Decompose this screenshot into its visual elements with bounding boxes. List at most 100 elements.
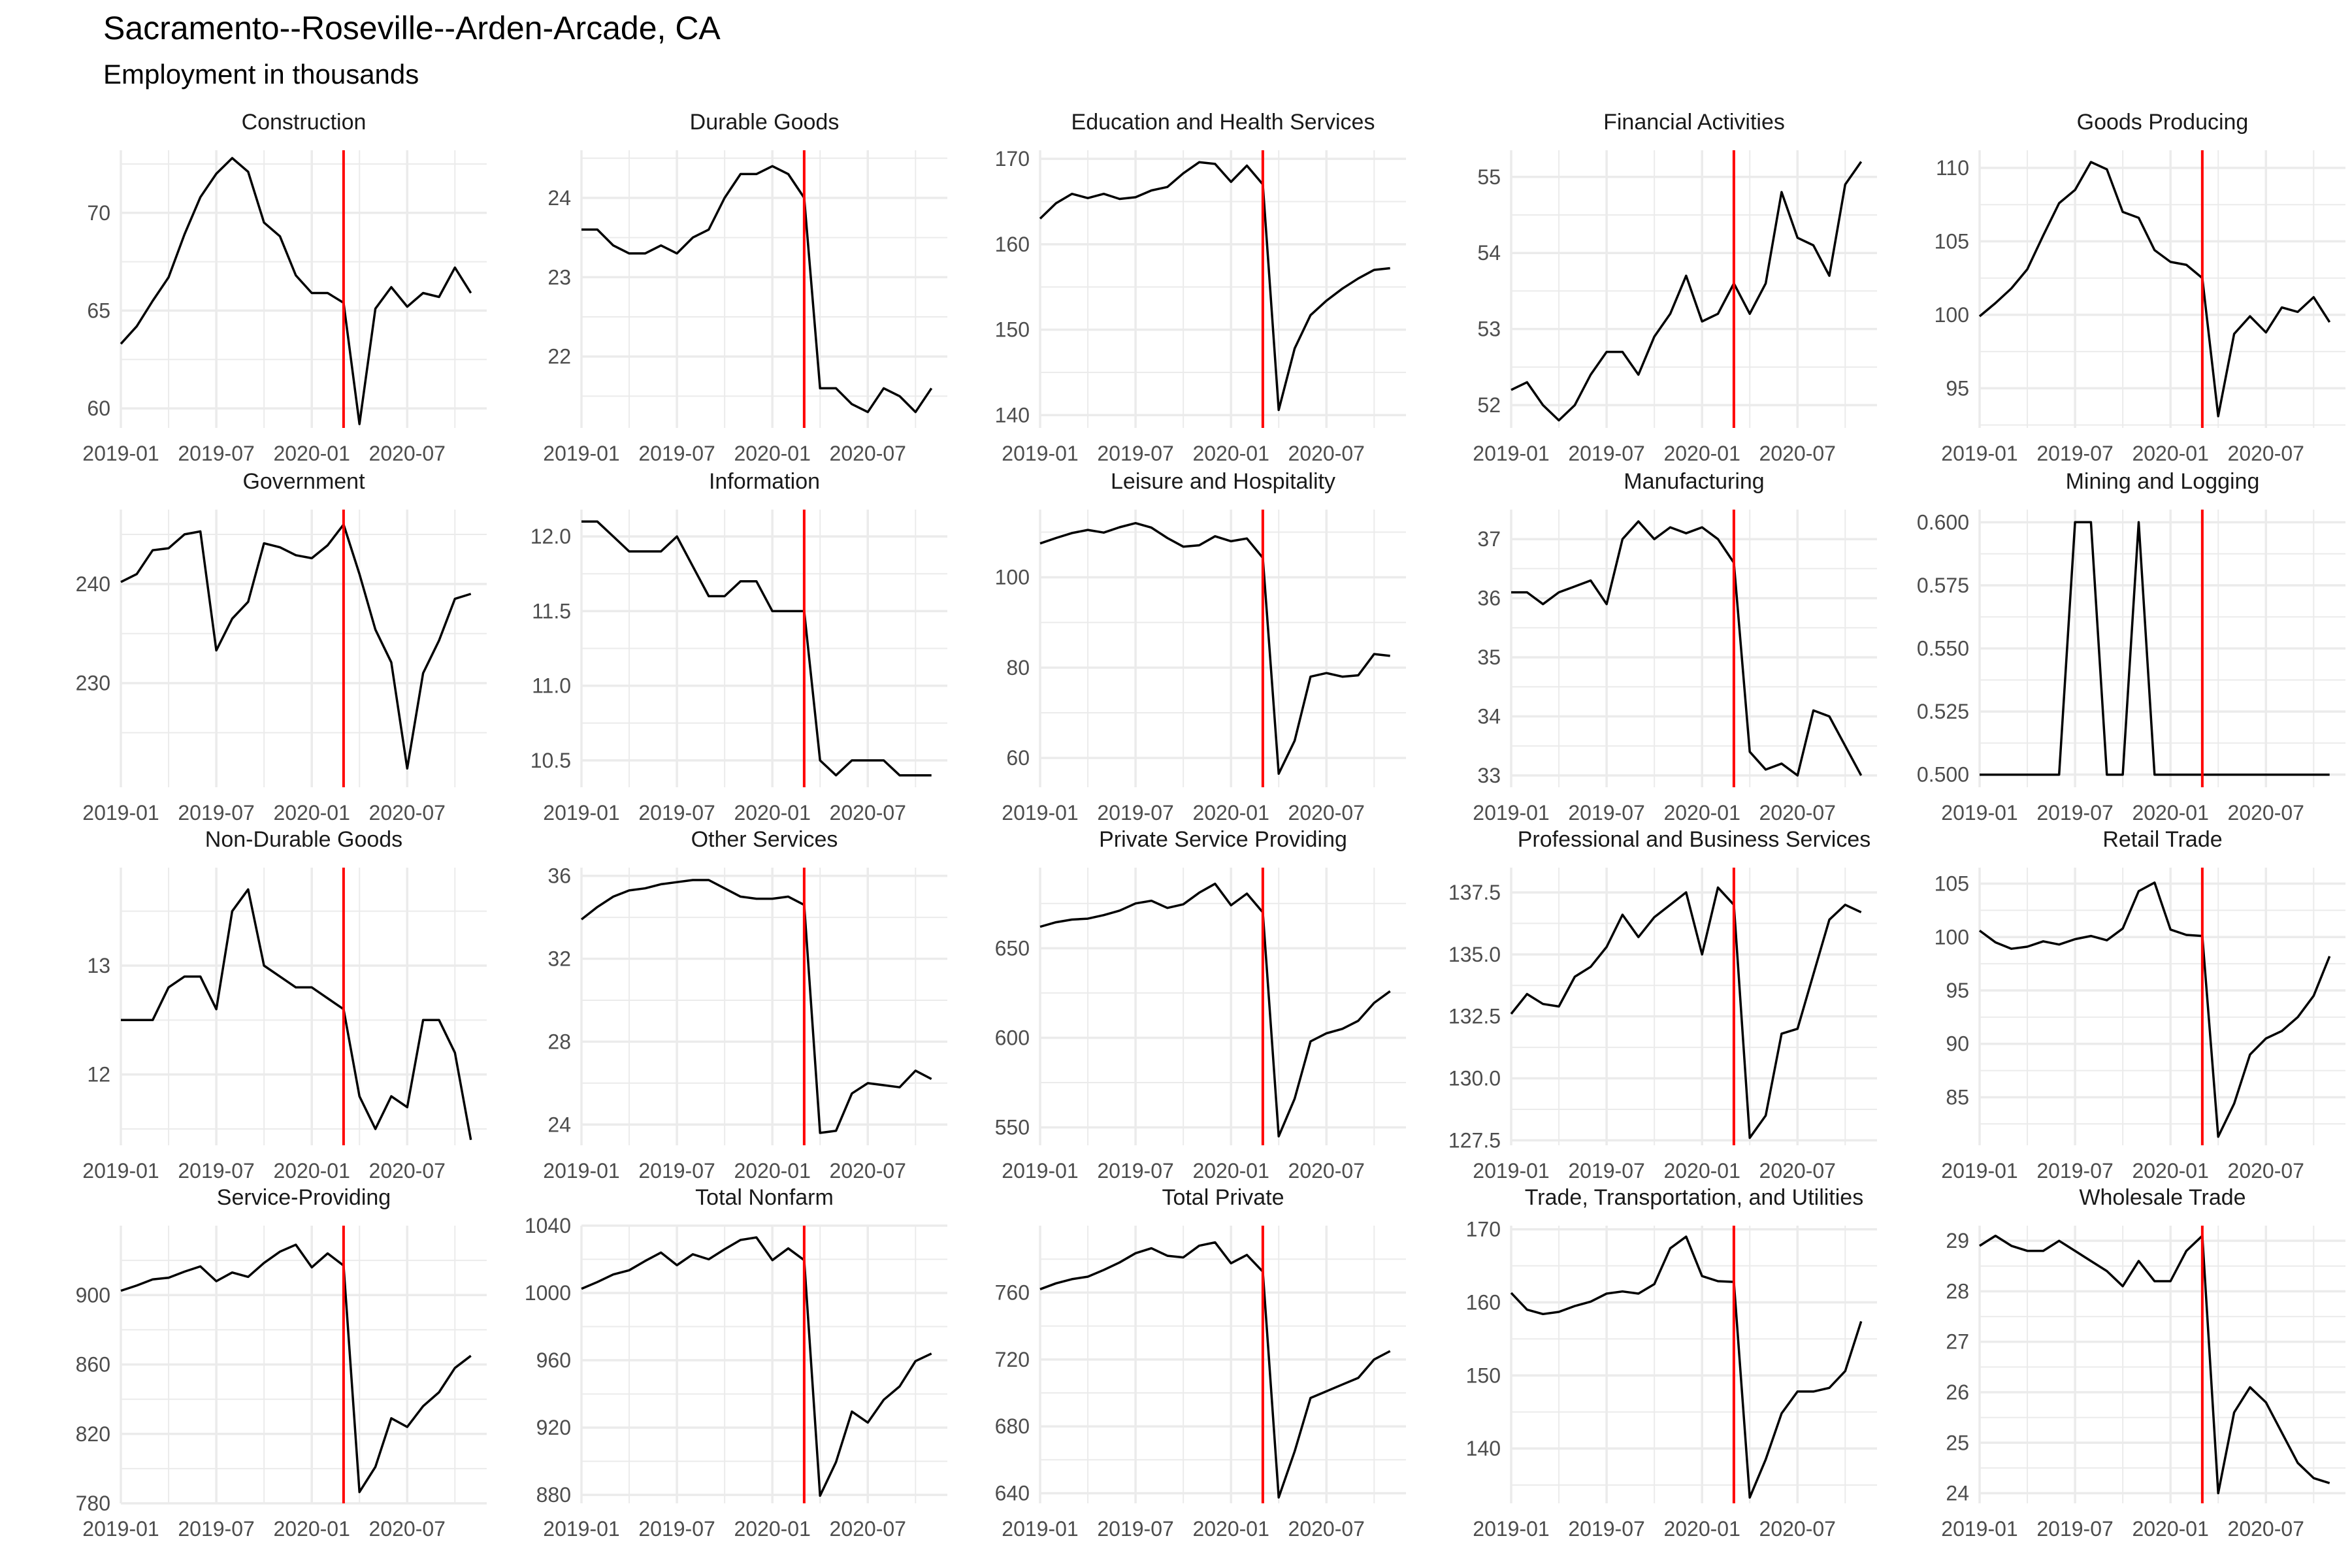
x-tick-label: 2020-07 xyxy=(1759,1517,1836,1541)
x-tick-label: 2019-01 xyxy=(1941,1159,2017,1183)
x-tick-label: 2020-01 xyxy=(273,801,350,825)
x-tick-label: 2020-07 xyxy=(1288,801,1365,825)
y-tick-label: 680 xyxy=(995,1414,1030,1438)
y-tick-label: 35 xyxy=(1477,645,1501,669)
y-tick-label: 640 xyxy=(995,1482,1030,1505)
x-tick-label: 2020-07 xyxy=(2228,1517,2304,1541)
x-tick-label: 2019-07 xyxy=(1097,801,1173,825)
y-tick-label: 36 xyxy=(547,864,571,888)
y-tick-label: 110 xyxy=(1936,156,1969,180)
x-tick-label: 2019-01 xyxy=(543,801,619,825)
panel-title: Other Services xyxy=(691,827,838,852)
panel: 2019-01 2019-07 2020-01 2020-07 85 90 95 100 105… xyxy=(1935,827,2345,1183)
x-tick-label: 2020-07 xyxy=(2228,801,2304,825)
x-tick-label: 2019-07 xyxy=(1568,1159,1644,1183)
y-tick-label: 33 xyxy=(1477,764,1501,787)
y-tick-label: 10.5 xyxy=(531,749,571,772)
y-tick-label: 0.600 xyxy=(1917,510,1969,534)
y-tick-label: 137.5 xyxy=(1448,881,1501,904)
chart-title: Sacramento--Roseville--Arden-Arcade, CA xyxy=(103,10,721,46)
y-tick-label: 90 xyxy=(1946,1032,1969,1056)
y-tick-label: 53 xyxy=(1477,318,1501,341)
y-tick-label: 28 xyxy=(547,1030,571,1053)
y-tick-label: 60 xyxy=(1006,746,1030,770)
series-line xyxy=(1039,161,1390,412)
y-tick-label: 85 xyxy=(1946,1085,1969,1109)
x-tick-label: 2020-01 xyxy=(734,801,810,825)
y-tick-label: 550 xyxy=(995,1116,1030,1139)
panel-title: Retail Trade xyxy=(2102,827,2222,852)
panel-title: Trade, Transportation, and Utilities xyxy=(1525,1185,1863,1210)
series-line xyxy=(1978,881,2331,1138)
panel: 2019-01 2019-07 2020-01 2020-07 60 65 70 Constr… xyxy=(82,110,487,465)
x-tick-label: 2020-01 xyxy=(1663,1159,1740,1183)
y-tick-label: 720 xyxy=(995,1348,1030,1371)
y-tick-label: 135.0 xyxy=(1448,943,1501,966)
series-line xyxy=(120,1243,472,1494)
x-tick-label: 2020-07 xyxy=(1759,1159,1836,1183)
y-tick-label: 132.5 xyxy=(1448,1005,1501,1028)
x-tick-label: 2019-07 xyxy=(638,442,715,465)
x-tick-label: 2020-01 xyxy=(1663,1517,1740,1541)
x-tick-label: 2020-01 xyxy=(734,442,810,465)
panel-title: Education and Health Services xyxy=(1071,110,1375,135)
y-tick-label: 29 xyxy=(1946,1229,1969,1252)
x-tick-label: 2019-07 xyxy=(1097,442,1173,465)
panel-title: Mining and Logging xyxy=(2066,469,2260,494)
x-tick-label: 2019-07 xyxy=(2036,1517,2113,1541)
x-tick-label: 2019-01 xyxy=(543,442,619,465)
x-tick-label: 2019-07 xyxy=(2036,801,2113,825)
panel: 2019-01 2019-07 2020-01 2020-07 12 13 Non-Dura… xyxy=(82,827,487,1183)
series-line xyxy=(1039,882,1391,1138)
x-tick-label: 2019-01 xyxy=(82,1159,159,1183)
y-tick-label: 127.5 xyxy=(1448,1128,1501,1152)
x-tick-label: 2019-07 xyxy=(638,1159,715,1183)
y-tick-label: 100 xyxy=(1935,303,1969,327)
x-tick-label: 2019-01 xyxy=(82,801,159,825)
panel: 2019-01 2019-07 2020-01 2020-07 33 34 35 36 37 Ma… xyxy=(1473,469,1877,825)
x-tick-label: 2019-07 xyxy=(1568,1517,1644,1541)
x-tick-label: 2019-01 xyxy=(1473,801,1549,825)
panel: 2019-01 2019-07 2020-01 2020-07 127.5 130.0 13… xyxy=(1448,827,1877,1183)
panel: 2019-01 2019-07 2020-01 2020-07 140 150 160 170… xyxy=(1466,1185,1877,1541)
x-tick-label: 2020-01 xyxy=(273,1517,350,1541)
y-tick-label: 150 xyxy=(995,318,1030,342)
series-line xyxy=(1978,161,2331,417)
x-tick-label: 2020-07 xyxy=(830,442,906,465)
x-tick-label: 2019-07 xyxy=(2036,1159,2113,1183)
y-tick-label: 0.575 xyxy=(1917,574,1969,597)
y-tick-label: 170 xyxy=(1466,1218,1501,1241)
y-tick-label: 880 xyxy=(536,1483,571,1507)
y-tick-label: 37 xyxy=(1477,527,1501,551)
panel: 2019-01 2019-07 2020-01 2020-07 780 820 860 900… xyxy=(76,1185,487,1541)
panel: 2019-01 2019-07 2020-01 2020-07 0.500 0.525 0.… xyxy=(1917,469,2345,825)
series-line xyxy=(120,157,472,425)
y-tick-label: 130.0 xyxy=(1448,1067,1501,1090)
x-tick-label: 2020-01 xyxy=(2132,1159,2208,1183)
y-tick-label: 26 xyxy=(1946,1380,1969,1404)
x-tick-label: 2019-01 xyxy=(1002,442,1078,465)
x-tick-label: 2020-01 xyxy=(1192,801,1269,825)
y-tick-label: 27 xyxy=(1946,1330,1969,1354)
series-line xyxy=(120,523,472,770)
x-tick-label: 2019-01 xyxy=(1473,1517,1549,1541)
x-tick-label: 2020-07 xyxy=(1288,442,1365,465)
series-line xyxy=(1511,161,1863,422)
x-tick-label: 2019-01 xyxy=(543,1517,619,1541)
y-tick-label: 55 xyxy=(1477,165,1501,189)
x-tick-label: 2020-01 xyxy=(1663,801,1740,825)
y-tick-label: 95 xyxy=(1946,979,1969,1002)
x-tick-label: 2020-07 xyxy=(1288,1159,1365,1183)
y-tick-label: 230 xyxy=(76,672,110,695)
x-tick-label: 2019-01 xyxy=(1473,442,1549,465)
x-tick-label: 2019-07 xyxy=(638,801,715,825)
x-tick-label: 2019-07 xyxy=(1568,442,1644,465)
y-tick-label: 860 xyxy=(76,1353,110,1377)
panel: 2019-01 2019-07 2020-01 2020-07 24 28 32 36 Othe… xyxy=(543,827,947,1183)
panel: 2019-01 2019-07 2020-01 2020-07 230 240 Govern… xyxy=(76,469,487,825)
x-tick-label: 2020-01 xyxy=(734,1159,810,1183)
x-tick-label: 2019-01 xyxy=(82,1517,159,1541)
y-tick-label: 760 xyxy=(995,1281,1030,1304)
panel: 2019-01 2019-07 2020-01 2020-07 24 25 26 27 28 29… xyxy=(1941,1185,2345,1541)
